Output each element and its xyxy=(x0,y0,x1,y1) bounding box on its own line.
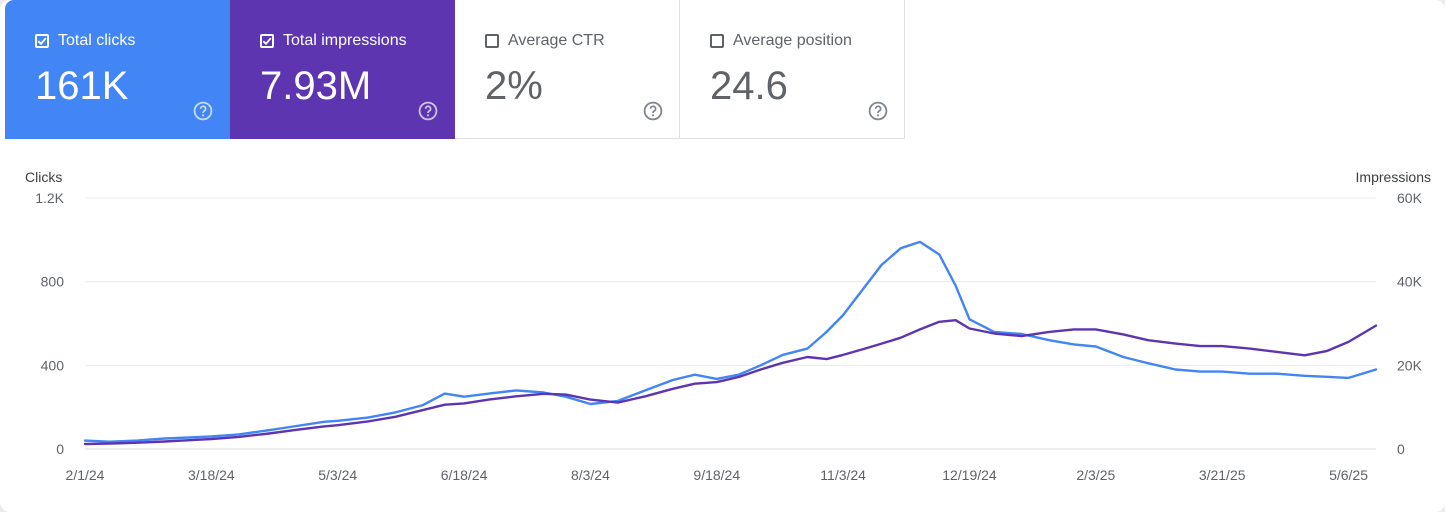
right-y-tick-label: 40K xyxy=(1397,274,1423,290)
left-y-tick-label: 800 xyxy=(41,274,65,290)
x-tick-label: 3/21/25 xyxy=(1199,467,1246,483)
average-ctr-header: Average CTR xyxy=(485,32,605,50)
checkbox-unchecked-icon[interactable] xyxy=(710,34,724,48)
impressions-series-line[interactable] xyxy=(83,319,1378,446)
check-icon[interactable] xyxy=(260,34,274,48)
total-impressions-header: Total impressions xyxy=(260,32,407,50)
x-tick-label: 3/18/24 xyxy=(188,467,235,483)
total-clicks-card[interactable]: Total clicks 161K xyxy=(5,0,230,139)
total-impressions-label: Total impressions xyxy=(283,32,407,49)
average-position-label: Average position xyxy=(733,32,852,49)
average-position-value: 24.6 xyxy=(710,64,788,108)
x-tick-label: 2/1/24 xyxy=(66,467,105,483)
help-circle-icon[interactable] xyxy=(643,101,663,121)
performance-chart: Clicks Impressions 0 0 400 20K 800 40K 1.2K 60K… xyxy=(25,169,1431,483)
right-axis-title: Impressions xyxy=(1356,169,1431,185)
x-tick-label: 5/6/25 xyxy=(1329,467,1368,483)
x-tick-label: 6/18/24 xyxy=(441,467,488,483)
left-y-tick-label: 400 xyxy=(41,357,65,373)
x-tick-label: 8/3/24 xyxy=(571,467,610,483)
metric-cards: Total clicks 161K Total impressions 7.93… xyxy=(5,0,905,139)
x-tick-label: 2/3/25 xyxy=(1076,467,1115,483)
total-clicks-label: Total clicks xyxy=(58,32,136,49)
total-clicks-value: 161K xyxy=(35,64,129,108)
left-y-tick-label: 0 xyxy=(56,441,64,457)
y-tick-labels: 0 0 400 20K 800 40K 1.2K 60K xyxy=(35,190,1422,457)
total-impressions-value: 7.93M xyxy=(260,64,372,108)
gridlines xyxy=(85,197,1376,450)
total-clicks-header: Total clicks xyxy=(35,32,135,50)
help-circle-icon[interactable] xyxy=(868,101,888,121)
total-impressions-card[interactable]: Total impressions 7.93M xyxy=(230,0,455,139)
left-y-tick-label: 1.2K xyxy=(35,190,64,206)
average-ctr-label: Average CTR xyxy=(508,32,605,49)
clicks-series-line[interactable] xyxy=(83,240,1378,443)
x-tick-label: 9/18/24 xyxy=(693,467,740,483)
average-ctr-value: 2% xyxy=(485,64,543,108)
left-axis-title: Clicks xyxy=(25,169,62,185)
average-ctr-card[interactable]: Average CTR 2% xyxy=(455,0,680,139)
average-position-header: Average position xyxy=(710,32,852,50)
checkbox-unchecked-icon[interactable] xyxy=(485,34,499,48)
right-y-tick-label: 20K xyxy=(1397,357,1423,373)
x-tick-label: 5/3/24 xyxy=(318,467,357,483)
x-tick-label: 11/3/24 xyxy=(820,467,866,483)
series-lines xyxy=(83,240,1378,446)
right-y-tick-label: 60K xyxy=(1397,190,1423,206)
right-y-tick-label: 0 xyxy=(1397,441,1405,457)
x-tick-label: 12/19/24 xyxy=(942,467,997,483)
help-circle-icon[interactable] xyxy=(418,101,438,121)
check-icon[interactable] xyxy=(35,34,49,48)
x-tick-labels: 2/1/24 3/18/24 5/3/24 6/18/24 8/3/24 9/18/24 1… xyxy=(66,467,1369,483)
help-circle-icon[interactable] xyxy=(193,101,213,121)
average-position-card[interactable]: Average position 24.6 xyxy=(680,0,905,139)
